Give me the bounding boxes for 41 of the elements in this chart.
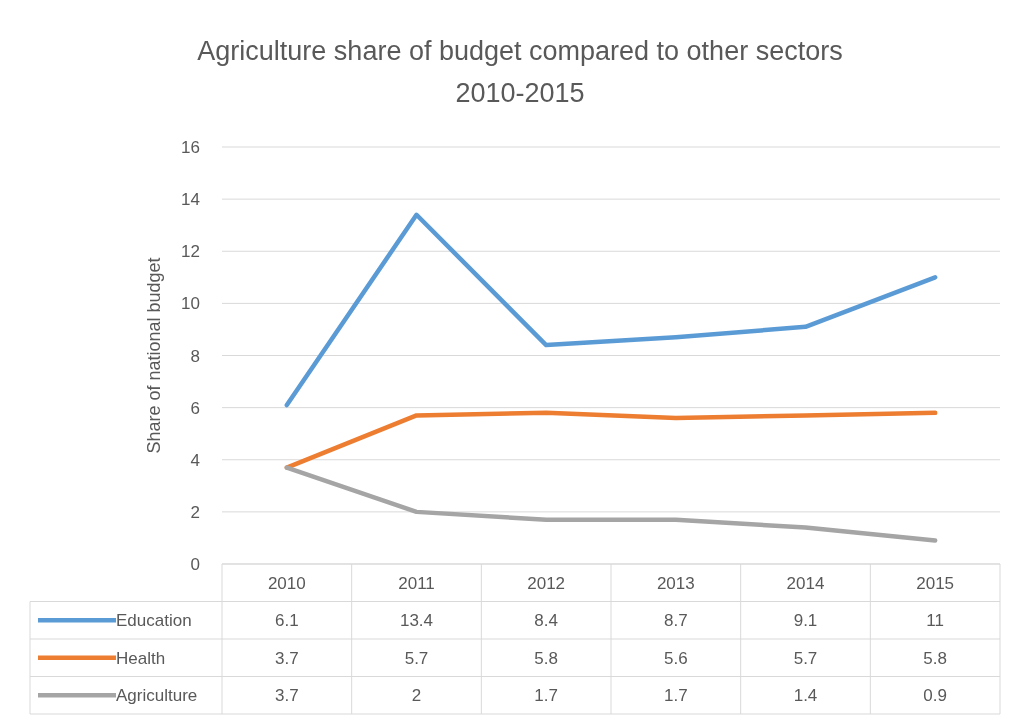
x-tick-label: 2010: [267, 573, 306, 593]
data-label: 1.4: [793, 686, 818, 706]
legend-label: Education: [116, 611, 192, 631]
legend-label: Agriculture: [116, 686, 198, 706]
x-tick-label: 2014: [786, 573, 825, 593]
x-tick-label: 2015: [916, 573, 955, 593]
data-label: 1.7: [664, 686, 688, 706]
data-label: 5.6: [664, 648, 688, 668]
y-tick-label: 2: [190, 502, 200, 522]
y-tick-label: 12: [181, 242, 200, 262]
data-label: 6.1: [275, 611, 299, 631]
data-label: 5.8: [534, 648, 558, 668]
chart-title: Agriculture share of budget compared to other sectors 2010-2015: [197, 36, 843, 108]
y-tick-label: 6: [190, 398, 200, 418]
data-label: 3.7: [275, 686, 299, 706]
x-tick-label: 2013: [656, 573, 695, 593]
data-label: 5.7: [793, 648, 818, 668]
data-label: 8.7: [664, 611, 688, 631]
data-label: 3.7: [275, 648, 299, 668]
data-label: 9.1: [793, 611, 818, 631]
y-tick-label: 0: [190, 555, 200, 574]
data-label: 5.7: [404, 648, 429, 668]
y-axis-title: Share of national budget: [144, 257, 164, 454]
y-tick-label: 8: [190, 346, 200, 366]
x-tick-label: 2012: [527, 573, 566, 593]
y-tick-label: 4: [190, 450, 200, 470]
line-series: [284, 465, 938, 543]
data-label: 13.4: [399, 611, 434, 631]
data-label: 2: [411, 686, 422, 706]
x-tick-label: 2011: [398, 573, 435, 593]
data-label: 0.9: [923, 686, 947, 706]
line-series: [284, 410, 938, 470]
y-tick-label: 10: [181, 294, 200, 314]
legend-label: Health: [116, 648, 166, 668]
y-tick-label: 16: [181, 138, 200, 157]
data-label: 8.4: [534, 611, 558, 631]
line-series: [284, 212, 938, 408]
data-label: 11: [926, 611, 944, 631]
data-label: 5.8: [923, 648, 947, 668]
y-tick-label: 14: [181, 190, 200, 210]
data-label: 1.7: [534, 686, 558, 706]
